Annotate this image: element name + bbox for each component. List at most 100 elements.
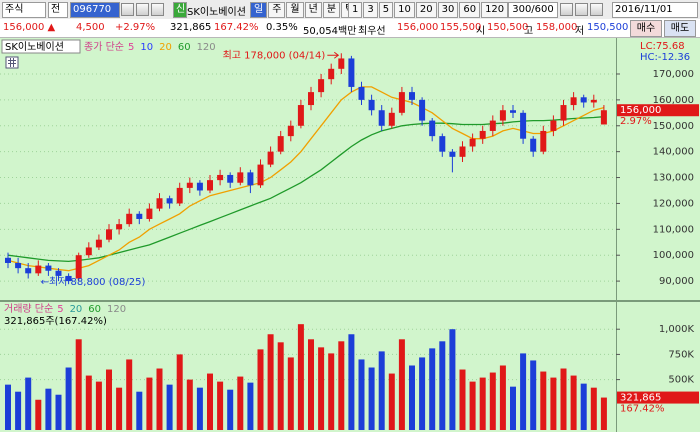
high-annotation: 최고 178,000 (04/14) — [223, 49, 326, 61]
period-button[interactable]: 일 — [250, 2, 268, 18]
sell-button[interactable]: 매도 — [664, 20, 696, 37]
open: 150,500 — [487, 22, 529, 33]
change-pct: +2.97% — [115, 22, 156, 33]
volume-bar — [106, 369, 112, 430]
low: 150,500 — [587, 22, 629, 33]
volume-bar — [35, 399, 42, 430]
y-tick-label: 170,000 — [653, 69, 694, 80]
candle-body — [388, 112, 395, 126]
candle-body — [318, 79, 325, 93]
period-button[interactable]: 년 — [304, 2, 322, 18]
volume-bar — [277, 342, 284, 430]
legend-entry: 120 — [197, 42, 216, 53]
volume-bar — [25, 377, 32, 430]
volume-bar — [550, 377, 557, 430]
legend-entry: 60 — [178, 42, 191, 53]
candle-body — [378, 110, 385, 126]
minute-button[interactable]: 3 — [363, 2, 378, 18]
period-button[interactable]: 주 — [268, 2, 286, 18]
volume-bar — [540, 371, 547, 430]
volume-bar — [479, 377, 486, 430]
hc-label: HC:-12.36 — [640, 52, 690, 63]
volume-bar — [126, 359, 133, 430]
volume-bar — [600, 397, 607, 430]
volume-bar — [207, 373, 213, 430]
y-tick-label: 130,000 — [653, 173, 694, 184]
volume-bar — [328, 353, 335, 430]
last-change-label: 2.97% — [620, 116, 652, 127]
volume-bar — [489, 372, 496, 430]
volume-bar — [247, 382, 254, 430]
volume-bar — [297, 324, 304, 430]
market-select[interactable]: 주식 — [2, 2, 46, 18]
turnover: 0.35% — [266, 22, 298, 33]
candle-body — [267, 151, 274, 165]
minute-buttons: 1 3 5 10 20 30 60 120 — [348, 2, 509, 18]
ask: 156,000 — [397, 22, 439, 33]
candle-body — [217, 174, 224, 181]
volume-bar — [308, 339, 314, 430]
minute-button[interactable]: 120 — [481, 2, 509, 18]
last-price-label: 156,000 — [620, 105, 661, 116]
volume-bar — [560, 368, 567, 430]
tool-icon[interactable] — [575, 3, 588, 16]
menu-icon[interactable] — [151, 3, 164, 16]
period-button[interactable]: 분 — [322, 2, 341, 18]
toolbar: 주식 전 096770 신 SK이노베이션 일주월년분틱 13510203060… — [0, 0, 700, 20]
minute-button[interactable]: 1 — [348, 2, 363, 18]
high-arrow — [327, 51, 340, 59]
count-box[interactable]: 300/600 — [508, 2, 558, 18]
candle-body — [469, 138, 476, 147]
minute-button[interactable]: 20 — [415, 2, 437, 18]
minute-button[interactable]: 30 — [437, 2, 459, 18]
prefix-select[interactable]: 전 — [48, 2, 68, 18]
candle-body — [328, 68, 335, 80]
volume-bar — [469, 381, 476, 430]
volume-bar — [590, 387, 597, 430]
candle-body — [409, 92, 415, 100]
search-icon[interactable] — [121, 3, 134, 16]
candle-body — [489, 120, 496, 131]
volume-bar — [449, 329, 456, 430]
volume-bar — [237, 376, 244, 430]
speaker-icon[interactable] — [136, 3, 149, 16]
title-box[interactable] — [1, 39, 81, 54]
volume-pct: 167.42% — [214, 22, 259, 33]
volume-bar — [378, 351, 385, 430]
moving-average — [7, 86, 605, 272]
code-input[interactable]: 096770 — [70, 2, 120, 18]
y-tick-label: 100,000 — [653, 250, 694, 261]
legend-entry: 60 — [88, 304, 101, 315]
date-box[interactable]: 2016/11/01 — [612, 2, 698, 18]
grid-icon[interactable] — [5, 56, 19, 69]
y-tick-label: 150,000 — [653, 121, 694, 132]
candle-body — [35, 265, 42, 274]
candle-body — [15, 262, 22, 269]
volume-bar — [287, 357, 294, 430]
candle-body — [358, 86, 365, 100]
volume-bar — [55, 394, 62, 430]
minute-button[interactable]: 60 — [459, 2, 481, 18]
tool-icon[interactable] — [560, 3, 573, 16]
period-button[interactable]: 월 — [286, 2, 304, 18]
volume-bar — [116, 387, 123, 430]
minute-button[interactable]: 10 — [394, 2, 415, 18]
volume-bar — [419, 357, 426, 430]
candle-body — [368, 99, 375, 111]
minute-button[interactable]: 5 — [378, 2, 394, 18]
candle-body — [338, 58, 345, 69]
candle-body — [590, 99, 597, 103]
volume-bar — [520, 353, 527, 430]
volume-bar — [65, 367, 72, 430]
credit-badge: 신 — [173, 2, 187, 18]
candle-body — [85, 247, 92, 256]
buy-button[interactable]: 매수 — [630, 20, 662, 37]
volume-bar — [439, 341, 446, 430]
volume-bar — [459, 369, 466, 430]
tool-icon[interactable] — [590, 3, 603, 16]
candle-body — [237, 172, 244, 183]
candle-body — [156, 198, 163, 209]
volume-summary: 321,865주(167.42%) — [4, 316, 107, 327]
candle-body — [287, 125, 294, 137]
candle-body — [176, 187, 183, 204]
